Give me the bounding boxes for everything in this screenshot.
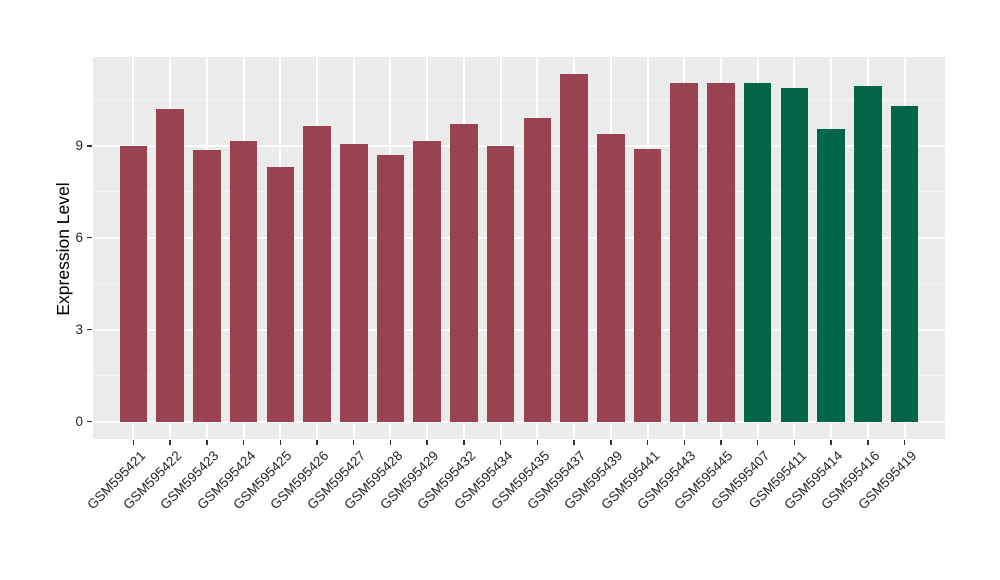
gridline-minor xyxy=(93,375,945,377)
x-axis-tick xyxy=(499,440,502,445)
x-axis-tick xyxy=(316,440,318,445)
x-axis-tick xyxy=(867,440,869,445)
gridline-major xyxy=(93,420,945,423)
bar-GSM595428 xyxy=(376,155,405,422)
y-axis-tick xyxy=(87,145,92,147)
bar-GSM595427 xyxy=(339,144,368,422)
y-axis-tick-label: 6 xyxy=(75,230,83,246)
y-axis-tick xyxy=(87,420,92,423)
bar-GSM595439 xyxy=(597,133,625,422)
x-axis-tick xyxy=(242,440,245,445)
x-axis-tick xyxy=(169,440,171,445)
y-axis-tick-label: 3 xyxy=(75,322,83,338)
bar-GSM595414 xyxy=(817,128,845,422)
gridline-minor xyxy=(93,99,945,101)
bar-GSM595416 xyxy=(854,86,882,422)
y-axis-tick-label: 0 xyxy=(75,414,83,430)
x-axis-tick xyxy=(756,440,759,445)
x-axis-tick xyxy=(352,440,355,445)
bar-GSM595434 xyxy=(486,145,515,422)
x-axis-tick xyxy=(683,440,685,445)
gridline-major xyxy=(93,236,945,239)
x-axis-tick xyxy=(720,440,722,445)
bar-GSM595421 xyxy=(119,145,148,422)
y-axis-tick-label: 9 xyxy=(75,138,83,154)
y-axis-tick xyxy=(87,328,92,331)
bar-GSM595426 xyxy=(303,125,331,422)
bar-GSM595441 xyxy=(633,148,662,422)
bar-GSM595422 xyxy=(156,109,184,422)
bar-GSM595445 xyxy=(707,83,735,422)
bar-GSM595419 xyxy=(890,106,919,422)
x-axis-tick xyxy=(463,440,465,445)
bar-GSM595443 xyxy=(670,83,699,422)
x-axis-tick xyxy=(389,440,392,445)
bar-GSM595424 xyxy=(229,141,258,422)
x-axis-tick xyxy=(793,440,796,445)
plot-panel xyxy=(93,57,945,439)
bar-GSM595429 xyxy=(413,141,441,422)
x-axis-tick xyxy=(573,440,575,445)
x-axis-tick xyxy=(132,440,135,445)
gridline-minor xyxy=(93,191,945,193)
x-axis-tick xyxy=(279,440,282,445)
bar-GSM595435 xyxy=(523,118,552,422)
gridline-minor xyxy=(93,283,945,285)
x-axis-tick xyxy=(610,440,612,445)
x-axis-tick xyxy=(206,440,208,445)
bar-GSM595425 xyxy=(266,167,295,422)
x-axis-tick xyxy=(646,440,649,445)
x-axis-tick xyxy=(903,440,906,445)
bar-GSM595437 xyxy=(560,73,588,422)
x-axis-tick xyxy=(830,440,832,445)
bar-GSM595407 xyxy=(743,83,772,422)
bar-GSM595432 xyxy=(450,124,478,422)
y-axis-title: Expression Level xyxy=(53,182,73,316)
bar-GSM595411 xyxy=(780,87,809,422)
bar-GSM595423 xyxy=(193,150,221,422)
gridline-major xyxy=(93,328,945,331)
x-axis-tick xyxy=(536,440,539,445)
x-axis-tick xyxy=(426,440,428,445)
y-axis-tick xyxy=(87,236,92,239)
gridline-major xyxy=(93,144,945,147)
